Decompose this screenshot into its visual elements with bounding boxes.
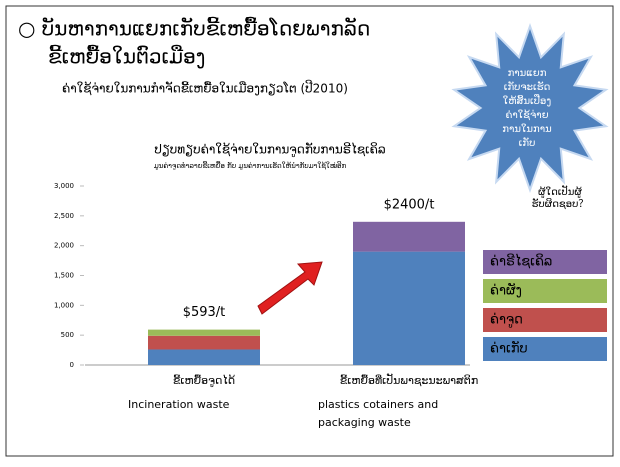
chart-subtitle: ມູນຄ່າຈູດທຳລາຍຂີ້ເຫຍື້ອ ກັບ ມູນຄ່າການເຮັ… (154, 161, 347, 170)
english-label: Incineration waste (128, 398, 230, 411)
callout-text: ຄ່າໃຊ້ຈ່າຍ (505, 108, 548, 121)
slide-title: ຂີ້ເຫຍື້ອໃນຕົວເມືອງ (48, 44, 205, 68)
legend-label: ຄ່າຜັງ (490, 283, 522, 298)
bar-segment (148, 335, 260, 350)
y-tick-label: 1,000 (54, 301, 74, 309)
callout-text: ເກັບ (519, 136, 536, 149)
x-tick-label: ຂີ້ເຫຍື້ອຈູດໄດ້ (173, 374, 235, 387)
chart-title: ປຽບທຽບຄ່າໃຊ້ຈ່າຍໃນການຈູດກັບການຣີໄຊເຄິລ (154, 141, 385, 157)
y-tick-label: 0 (70, 361, 74, 369)
english-label: packaging waste (318, 416, 411, 429)
total-label: $593/t (183, 305, 226, 320)
legend-label: ຄ່າເກັບ (490, 341, 528, 356)
legend-swatch (483, 250, 607, 274)
question-text: ຮັບຜິດຊອບ？ (532, 197, 589, 210)
callout-text: ເກັບຈະເຮັດ (504, 80, 551, 93)
bar-segment (148, 329, 260, 336)
bar-segment (353, 221, 465, 252)
slide-subtitle: ຄ່າໃຊ້ຈ່າຍໃນການກຳຈັດຂີ້ເຫຍື້ອໃນເມືອງກຽວໂ… (62, 79, 348, 95)
bar-segment (148, 349, 260, 365)
question-text: ຜູ້ໃດເປັນຜູ້ (538, 184, 582, 198)
legend-swatch (483, 279, 607, 303)
callout-star (451, 22, 609, 194)
y-tick-label: 2,500 (54, 212, 74, 220)
legend-label: ຄ່າຈູດ (490, 312, 523, 327)
legend-swatch (483, 308, 607, 332)
callout-text: ການແຍກ (508, 68, 547, 79)
total-label: $2400/t (384, 197, 435, 212)
y-tick-label: 500 (61, 331, 74, 339)
bar-segment (353, 251, 465, 365)
arrow (257, 261, 323, 315)
x-tick-label: ຂີ້ເຫຍື້ອທີ່ເປັນພາຊະນະພາສຕິກ (340, 373, 478, 387)
legend-label: ຄ່າຣີໄຊເຄິລ (490, 253, 552, 269)
y-tick-label: 2,000 (54, 242, 74, 250)
y-tick-label: 3,000 (54, 182, 74, 190)
legend-swatch (483, 337, 607, 361)
callout-text: ໃຫ້ສິ້ນເປືອງ (503, 93, 552, 107)
callout-text: ການໃນການ (502, 122, 551, 135)
y-tick-label: 1,500 (54, 272, 74, 280)
slide-title: ○ ບັນຫາການແຍກເກັບຂີ້ເຫຍື້ອໂດຍພາກລັດ (18, 16, 370, 40)
english-label: plastics cotainers and (318, 398, 438, 411)
